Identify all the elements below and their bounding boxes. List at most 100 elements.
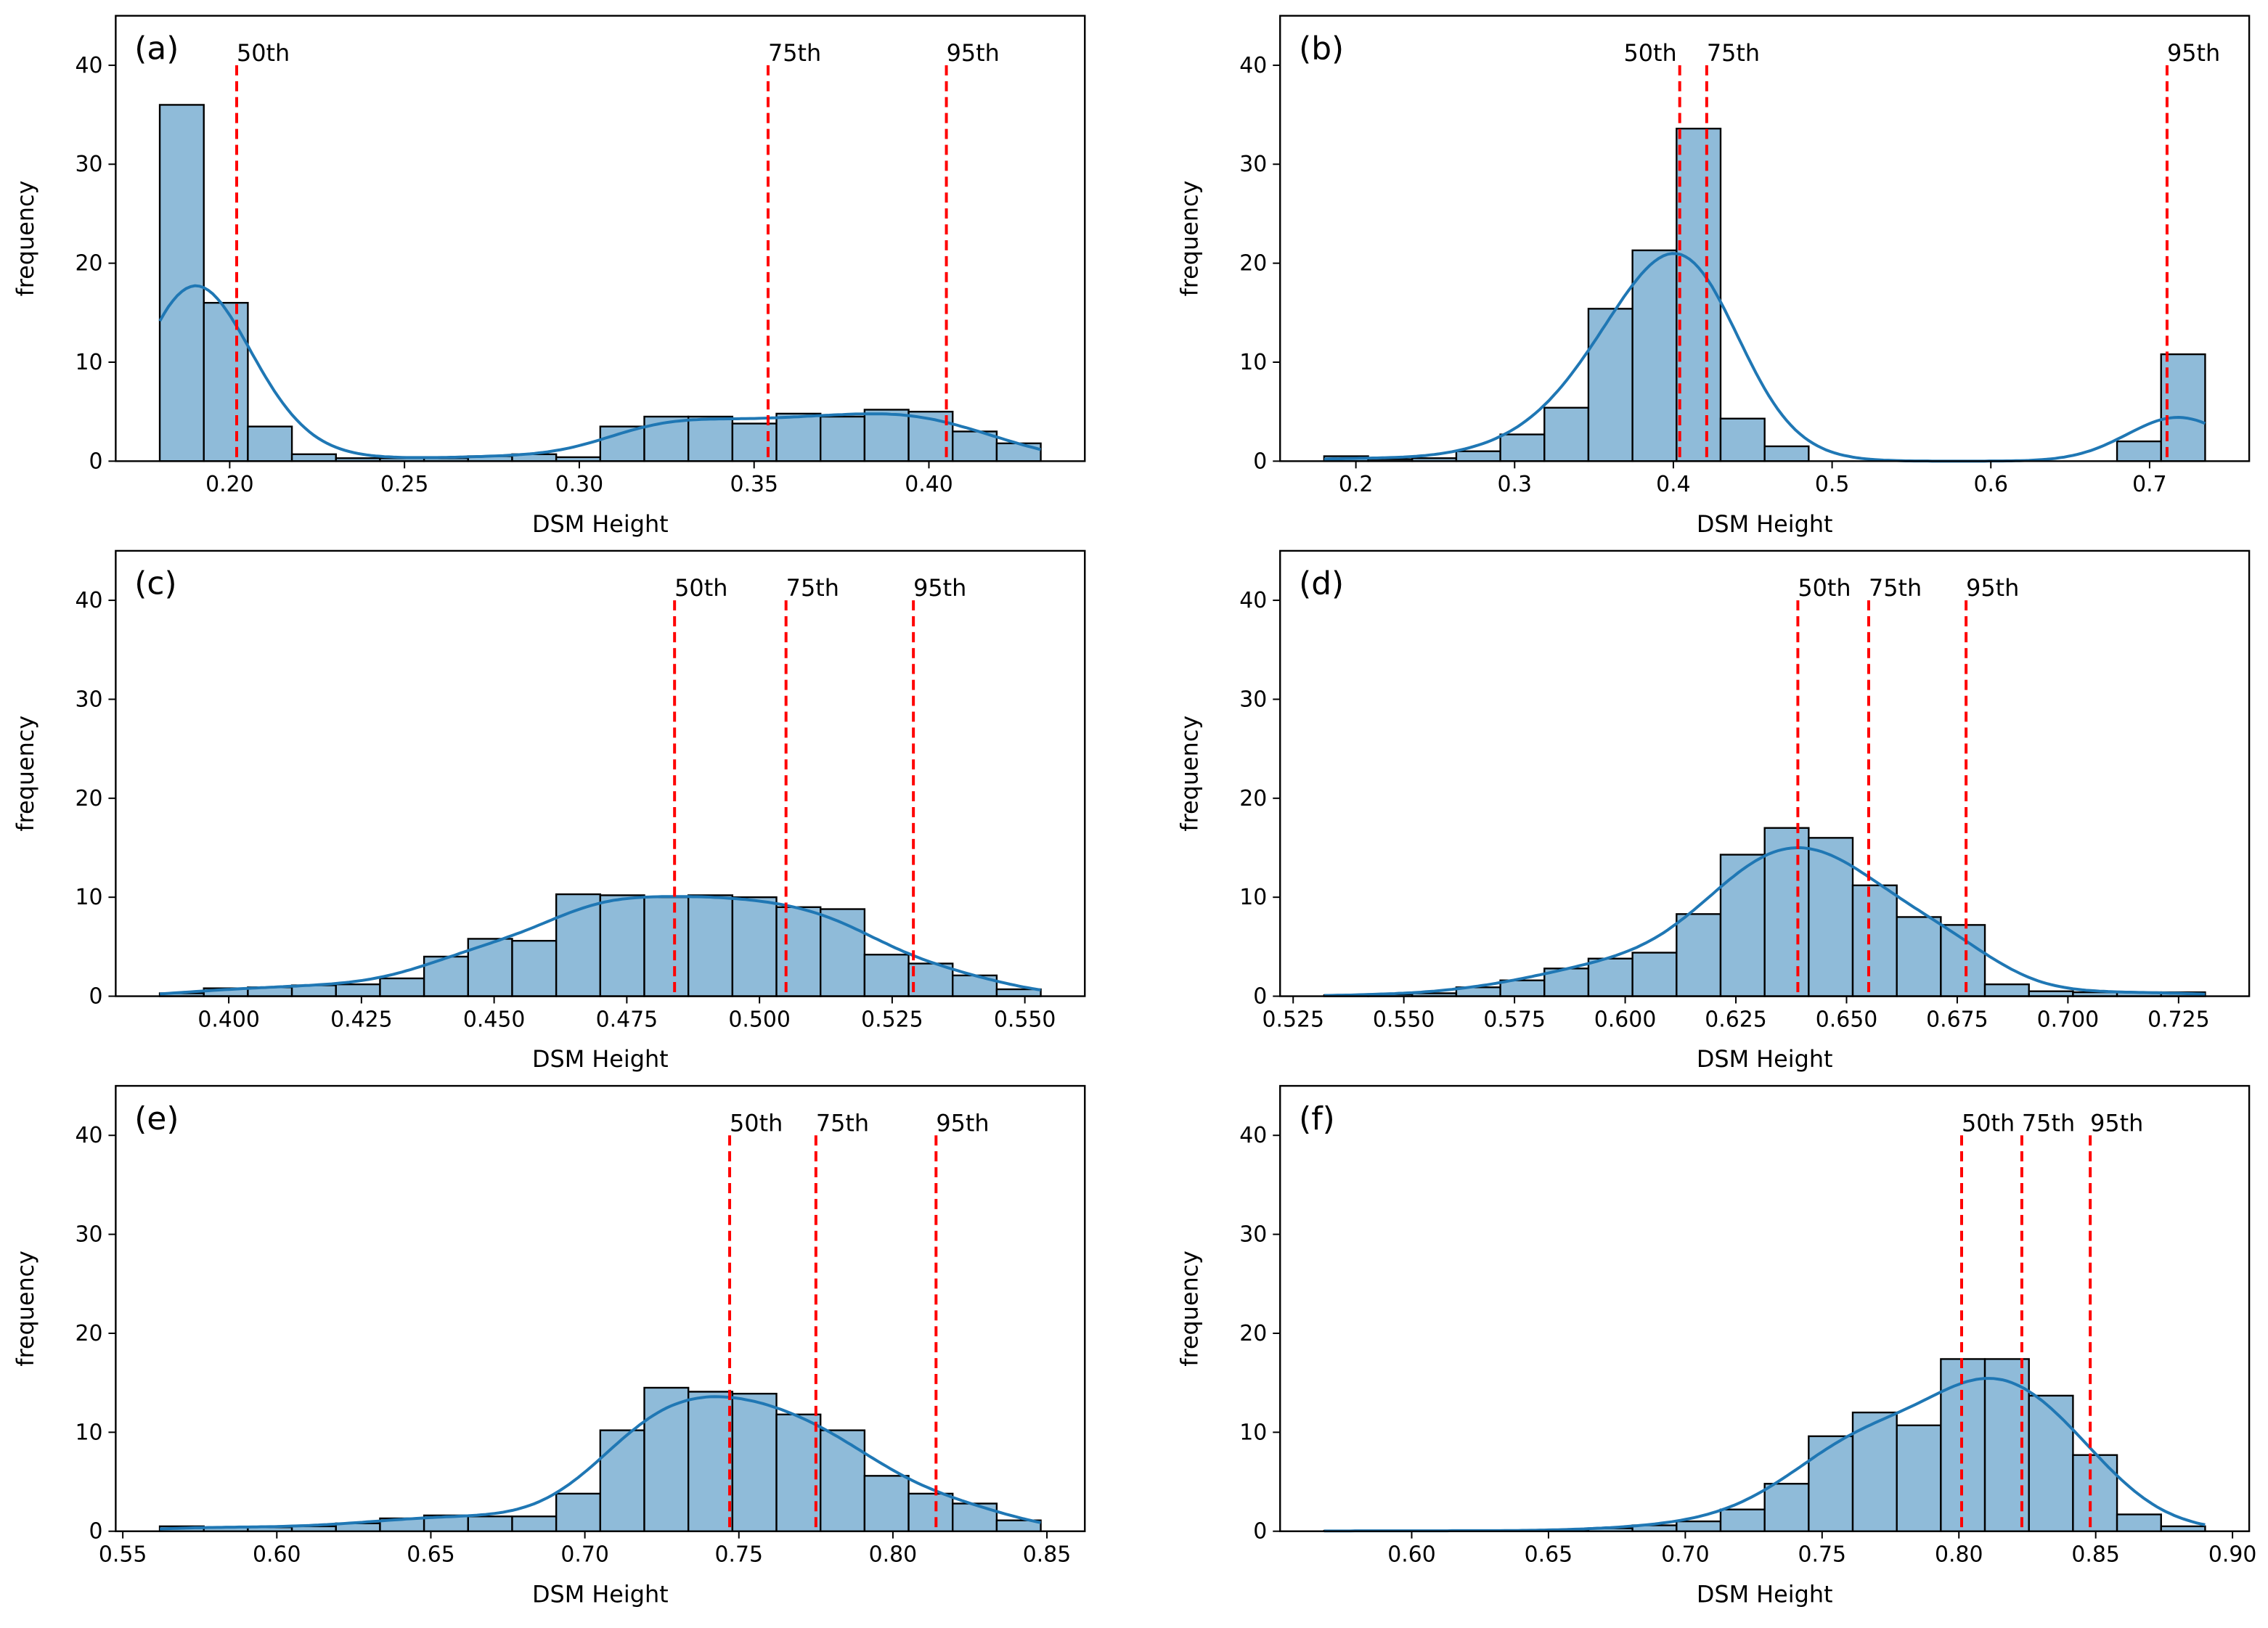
x-tick-label: 0.425 [330, 1007, 393, 1032]
y-tick-label: 0 [1253, 983, 1267, 1009]
x-tick-label: 0.4 [1656, 472, 1691, 497]
x-tick-label: 0.60 [1387, 1542, 1436, 1568]
y-tick-label: 20 [75, 251, 102, 277]
x-tick-label: 0.40 [905, 472, 953, 497]
y-tick-label: 20 [75, 1321, 102, 1346]
x-axis-label: DSM Height [1697, 1045, 1833, 1073]
y-axis-label: frequency [12, 716, 39, 832]
histogram-bar [2028, 1394, 2074, 1532]
y-axis-label: frequency [1176, 181, 1204, 297]
x-tick-label: 0.75 [714, 1542, 763, 1568]
panel-a: 50th 75th 95th 0.20 0.25 0.30 0.35 0.40 0 10 20 30 4… [12, 15, 1086, 538]
axes-frame [1279, 15, 2251, 462]
histogram-bar [247, 425, 293, 462]
histogram-bar [863, 409, 910, 462]
y-axis-label: frequency [1176, 716, 1204, 832]
percentile-label: 50th [1798, 574, 1851, 602]
y-tick-label: 0 [89, 983, 102, 1009]
y-tick-label: 30 [75, 687, 102, 712]
histogram-bar [1719, 417, 1766, 462]
histogram-bar [643, 1386, 690, 1532]
y-tick-label: 10 [1239, 1420, 1267, 1445]
x-axis-label: DSM Height [1697, 510, 1833, 538]
y-tick-label: 0 [89, 1519, 102, 1545]
histogram-bar [687, 1391, 734, 1532]
histogram-bar [467, 1515, 513, 1532]
percentile-label: 95th [947, 39, 1000, 67]
histogram-bar [731, 896, 778, 997]
x-tick-label: 0.30 [555, 472, 604, 497]
x-tick-label: 0.675 [1926, 1007, 1988, 1032]
percentile-label: 50th [1962, 1109, 2015, 1137]
histogram-bar [1455, 450, 1501, 462]
kde-line [1323, 846, 2206, 997]
percentile-label: 95th [936, 1109, 989, 1137]
x-tick-label: 0.550 [994, 1007, 1056, 1032]
histogram-bar [775, 906, 822, 997]
x-tick-label: 0.525 [861, 1007, 923, 1032]
histogram-bar [1983, 983, 2030, 997]
histogram-bar [1631, 952, 1678, 997]
y-tick-label: 0 [1253, 449, 1267, 474]
histogram-bar [995, 442, 1042, 462]
histogram-bar [1851, 884, 1898, 997]
histogram-bar [203, 301, 249, 462]
x-tick-label: 0.25 [380, 472, 429, 497]
histogram-bar [1940, 924, 1986, 997]
axes-frame [115, 1084, 1086, 1532]
x-tick-label: 0.65 [407, 1542, 455, 1568]
percentile-label: 75th [768, 39, 821, 67]
panel-title: (e) [134, 1100, 179, 1137]
x-tick-label: 0.600 [1594, 1007, 1657, 1032]
y-tick-label: 40 [1239, 53, 1267, 78]
x-axis-label: DSM Height [1697, 1580, 1833, 1608]
y-tick-label: 10 [1239, 885, 1267, 910]
x-tick-label: 0.60 [253, 1542, 301, 1568]
kde-line [160, 895, 1041, 996]
percentile-label: 75th [786, 574, 839, 602]
histogram-bar [2116, 440, 2162, 462]
histogram-bar [555, 1492, 602, 1532]
x-tick-label: 0.400 [197, 1007, 260, 1032]
axes-frame [1279, 1084, 2251, 1532]
histogram-bar [952, 1502, 998, 1532]
histogram-bar [952, 430, 998, 462]
panel-d: 50th 75th 95th 0.525 0.550 0.575 0.600 0.625 0.6… [1176, 549, 2251, 1073]
histogram-bar [1808, 1435, 1854, 1532]
histogram-bar [1543, 406, 1590, 462]
y-tick-label: 30 [75, 152, 102, 177]
histogram-bar [687, 894, 734, 997]
percentile-label: 50th [730, 1109, 783, 1137]
histogram-bar [907, 962, 954, 997]
y-tick-label: 20 [1239, 1321, 1267, 1346]
x-tick-label: 0.700 [2037, 1007, 2100, 1032]
histogram-bar [335, 983, 381, 997]
histogram-bar [2072, 1454, 2118, 1532]
axes-frame [115, 549, 1086, 997]
histogram-bar [687, 415, 734, 462]
x-tick-label: 0.3 [1498, 472, 1533, 497]
panel-title: (f) [1299, 1100, 1335, 1137]
y-axis-label: frequency [12, 1251, 39, 1367]
histogram-bar [907, 1492, 954, 1532]
x-axis-label: DSM Height [532, 1580, 669, 1608]
histogram-bar [555, 893, 602, 997]
histogram-bar [1719, 1508, 1766, 1532]
x-tick-label: 0.500 [728, 1007, 791, 1032]
histogram-bar [643, 896, 690, 997]
y-tick-label: 40 [75, 53, 102, 78]
x-tick-label: 0.70 [1661, 1542, 1710, 1568]
percentile-label: 95th [2090, 1109, 2143, 1137]
histogram-bar [1763, 1483, 1810, 1532]
y-tick-label: 0 [89, 449, 102, 474]
x-axis-label: DSM Height [532, 1045, 669, 1073]
y-tick-label: 10 [75, 1420, 102, 1445]
y-tick-label: 40 [75, 1123, 102, 1148]
y-axis-label: frequency [12, 181, 39, 297]
panel-c: 50th 75th 95th 0.400 0.425 0.450 0.475 0.500 0.5… [12, 549, 1086, 1073]
kde-line [1323, 252, 2206, 463]
y-tick-label: 30 [1239, 1222, 1267, 1248]
x-tick-label: 0.475 [596, 1007, 658, 1032]
x-tick-label: 0.450 [463, 1007, 526, 1032]
